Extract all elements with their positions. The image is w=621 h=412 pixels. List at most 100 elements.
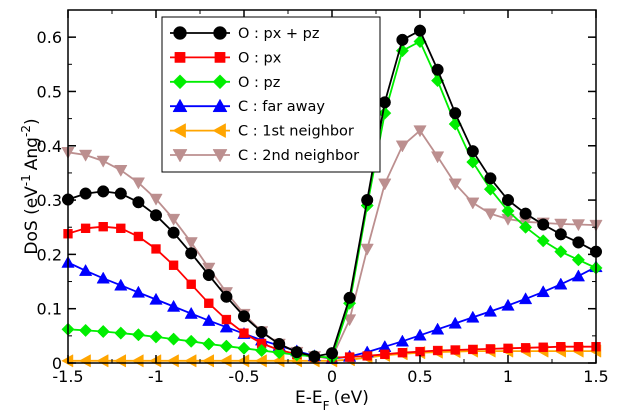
data-point [184, 334, 198, 348]
legend-label: C : 1st neighbor [238, 124, 354, 140]
legend-box [161, 16, 381, 173]
data-point [184, 354, 197, 368]
data-point [149, 193, 163, 206]
data-point [114, 278, 128, 291]
data-point [237, 310, 251, 323]
data-point [380, 349, 390, 359]
x-tick-label: 1.5 [583, 367, 608, 386]
data-point [221, 314, 232, 325]
data-point [413, 125, 427, 138]
series-line [67, 225, 596, 359]
data-point [362, 351, 372, 361]
data-point [212, 74, 228, 90]
data-point [219, 320, 234, 333]
data-point [204, 298, 214, 308]
legend-item: O : px + pz [170, 26, 320, 42]
data-point [214, 52, 226, 63]
data-point [172, 74, 188, 90]
data-point [501, 194, 515, 207]
data-point [131, 285, 146, 298]
data-point [237, 341, 251, 355]
series-2 [63, 222, 601, 363]
data-point [342, 314, 357, 327]
data-point [255, 325, 268, 339]
data-point [212, 98, 228, 113]
data-point [397, 348, 408, 358]
data-point [202, 337, 216, 351]
data-point [202, 262, 216, 275]
data-point [212, 149, 228, 163]
data-point [466, 310, 480, 323]
data-point [202, 313, 216, 326]
x-axis-title-sub: F [323, 399, 330, 412]
y-axis-title-end: ) [22, 118, 42, 125]
data-point [571, 269, 586, 282]
data-point [272, 346, 286, 360]
data-point [483, 182, 497, 196]
legend-label: O : px + pz [238, 26, 320, 42]
data-point [343, 291, 356, 304]
data-point [466, 145, 479, 158]
legend-item: O : px [170, 50, 282, 66]
data-point [483, 208, 498, 221]
data-point [213, 26, 227, 40]
data-point [290, 346, 303, 359]
data-point [448, 316, 462, 329]
legend-label: O : px [238, 50, 282, 66]
data-point [114, 187, 127, 200]
y-tick-label: 0.3 [37, 191, 62, 210]
data-point [167, 332, 181, 346]
data-point [503, 343, 513, 354]
data-point [114, 164, 128, 177]
data-point [378, 96, 391, 109]
data-point [174, 52, 186, 63]
legend-label: O : pz [238, 75, 280, 91]
data-point [468, 344, 478, 355]
series-1 [61, 24, 603, 363]
data-point [573, 342, 584, 352]
x-axis-title-main: E-E [295, 388, 323, 408]
data-point [571, 253, 585, 267]
y-axis-title-mid: Ang [22, 137, 42, 170]
x-tick-label: 1 [503, 367, 513, 386]
data-point [96, 271, 110, 284]
x-tick-label: -0.5 [228, 367, 259, 386]
x-tick-label: 0.5 [407, 367, 432, 386]
legend-item: C : 2nd neighbor [170, 148, 359, 164]
data-point [131, 177, 146, 190]
data-point [378, 178, 392, 191]
data-point [185, 247, 198, 260]
data-point [519, 207, 532, 220]
data-point [184, 237, 198, 250]
data-point [79, 187, 92, 200]
data-point [554, 218, 568, 231]
data-point [448, 178, 462, 191]
data-point [413, 24, 427, 37]
y-axis-title: DoS (eV-1 Ang-2) [19, 118, 42, 254]
data-point [212, 123, 226, 139]
data-point [518, 292, 533, 305]
data-point [520, 343, 531, 353]
data-point [483, 304, 498, 317]
data-point [536, 234, 550, 248]
data-point [344, 352, 355, 362]
y-tick-label: 0.5 [37, 82, 62, 101]
data-point [114, 326, 128, 340]
data-point [396, 33, 409, 46]
data-point [273, 337, 286, 351]
data-point [431, 63, 444, 76]
data-point [556, 342, 566, 352]
data-point [485, 344, 496, 354]
data-point [466, 155, 480, 169]
data-point [395, 334, 410, 347]
data-point [360, 243, 374, 256]
y-tick-label: 0.1 [37, 300, 62, 319]
data-point [571, 219, 586, 232]
data-point [395, 140, 410, 153]
data-point [173, 26, 187, 40]
x-tick-label: -1 [148, 367, 164, 386]
data-point [501, 298, 515, 311]
axis-ticks: -1.5 -1 -0.5 0 0.5 1 1.5 0 0.1 0.2 0.3 0.4 0.5 0.6 [37, 9, 609, 386]
data-point [537, 218, 550, 231]
data-point [536, 285, 550, 298]
